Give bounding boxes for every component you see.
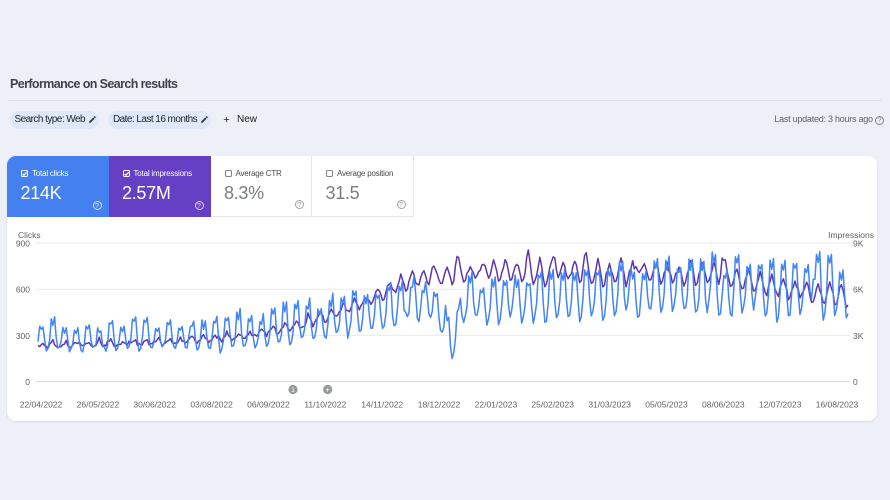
svg-text:14/11/2022: 14/11/2022 — [361, 400, 403, 410]
svg-text:Impressions: Impressions — [828, 230, 874, 240]
svg-text:9K: 9K — [853, 239, 864, 249]
svg-text:3K: 3K — [853, 331, 864, 341]
svg-text:06/09/2022: 06/09/2022 — [247, 400, 290, 410]
svg-text:6K: 6K — [853, 285, 864, 295]
svg-text:25/02/2023: 25/02/2023 — [531, 400, 574, 410]
svg-text:11/10/2022: 11/10/2022 — [304, 400, 346, 410]
svg-text:12/07/2023: 12/07/2023 — [759, 400, 802, 410]
svg-text:1: 1 — [291, 387, 295, 394]
svg-text:22/01/2023: 22/01/2023 — [475, 400, 518, 410]
svg-text:08/06/2023: 08/06/2023 — [702, 400, 745, 410]
svg-text:26/05/2022: 26/05/2022 — [77, 400, 120, 410]
svg-text:600: 600 — [16, 285, 30, 295]
svg-text:0: 0 — [853, 377, 858, 387]
svg-text:16/08/2023: 16/08/2023 — [816, 400, 859, 410]
svg-text:05/05/2023: 05/05/2023 — [645, 400, 688, 410]
svg-text:900: 900 — [16, 239, 30, 249]
svg-text:Clicks: Clicks — [18, 230, 41, 240]
svg-text:03/08/2022: 03/08/2022 — [190, 400, 233, 410]
svg-text:0: 0 — [25, 377, 30, 387]
svg-text:31/03/2023: 31/03/2023 — [588, 400, 631, 410]
svg-text:18/12/2022: 18/12/2022 — [418, 400, 461, 410]
svg-text:+: + — [325, 386, 330, 395]
svg-text:30/06/2022: 30/06/2022 — [133, 400, 176, 410]
svg-text:22/04/2022: 22/04/2022 — [20, 400, 63, 410]
svg-text:300: 300 — [16, 331, 30, 341]
